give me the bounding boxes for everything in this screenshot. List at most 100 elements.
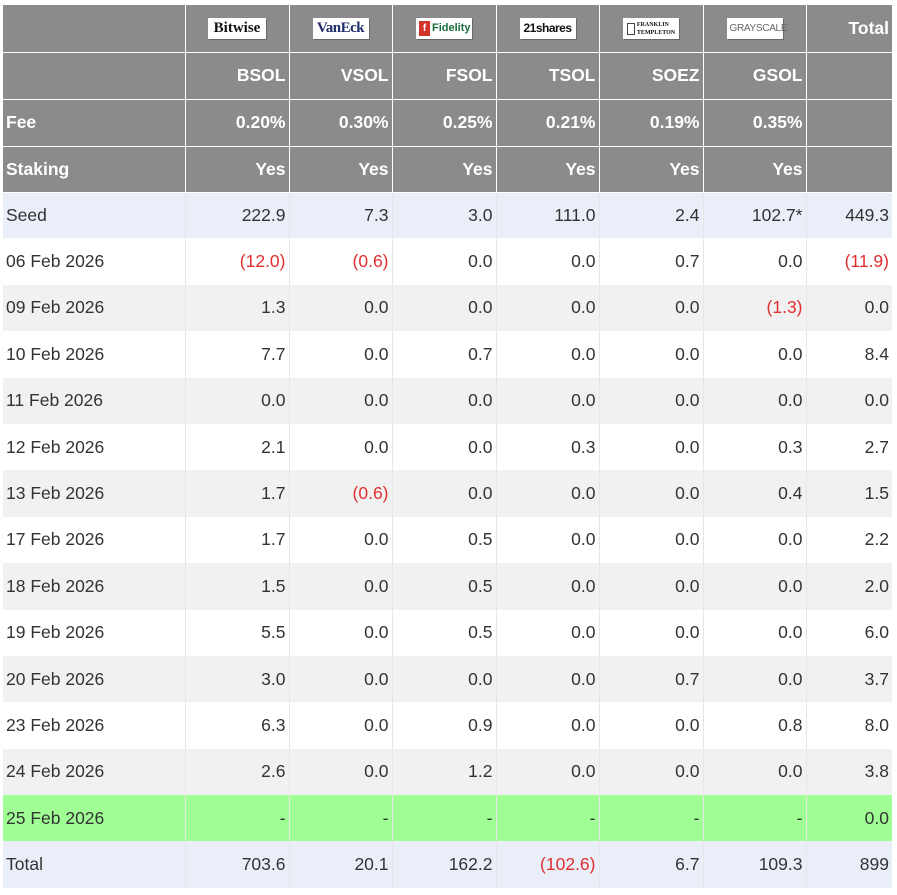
flow-cell: 6.7 <box>599 841 704 888</box>
flow-cell: 0.3 <box>703 423 807 471</box>
flow-cell: 0.0 <box>392 423 497 471</box>
issuer-logo-row: Bitwise VanEck f Fidelity 21shares FRANKL… <box>3 5 892 53</box>
flow-cell: 0.0 <box>703 516 807 564</box>
flow-cell: 0.4 <box>703 470 807 517</box>
flow-cell: 0.0 <box>496 516 600 564</box>
ticker-cell: GSOL <box>703 52 807 100</box>
franklin-logo-text: FRANKLIN TEMPLETON <box>637 21 675 37</box>
row-label: 23 Feb 2026 <box>3 702 186 749</box>
ticker-total-cell <box>806 52 892 100</box>
flow-cell: 0.0 <box>496 284 600 332</box>
staking-label: Staking <box>3 146 186 193</box>
row-total-cell: 8.4 <box>806 331 892 378</box>
issuer-logo-cell: GRAYSCALE <box>703 5 807 53</box>
row-label: Total <box>3 841 186 888</box>
row-label: 12 Feb 2026 <box>3 423 186 471</box>
staking-cell: Yes <box>289 146 393 193</box>
flow-cell: 0.0 <box>599 748 704 796</box>
flow-cell: 109.3 <box>703 841 807 888</box>
row-label: 18 Feb 2026 <box>3 563 186 610</box>
flow-cell: 0.9 <box>392 702 497 749</box>
flow-cell: 2.6 <box>185 748 290 796</box>
flow-cell: 0.0 <box>289 563 393 610</box>
table-row: 09 Feb 2026 1.3 0.0 0.0 0.0 0.0 (1.3) 0.0 <box>3 284 892 332</box>
fee-cell: 0.21% <box>496 99 600 147</box>
flow-cell: 20.1 <box>289 841 393 888</box>
flow-rows: Seed 222.9 7.3 3.0 111.0 2.4 102.7* 449.3 06 Feb… <box>3 192 892 888</box>
seed-row: Seed 222.9 7.3 3.0 111.0 2.4 102.7* 449.3 <box>3 192 892 239</box>
flow-cell: 0.0 <box>599 516 704 564</box>
flow-cell: 703.6 <box>185 841 290 888</box>
flow-cell: 0.0 <box>599 470 704 517</box>
flow-cell: 0.0 <box>496 563 600 610</box>
flow-cell: 0.5 <box>392 609 497 656</box>
fee-label: Fee <box>3 99 186 147</box>
row-label: 24 Feb 2026 <box>3 748 186 796</box>
fee-cell: 0.20% <box>185 99 290 147</box>
21shares-logo: 21shares <box>519 18 576 40</box>
flow-cell: 0.0 <box>289 284 393 332</box>
ticker-cell: SOEZ <box>599 52 704 100</box>
flow-cell: - <box>185 795 290 842</box>
row-label: 17 Feb 2026 <box>3 516 186 564</box>
table-row: 23 Feb 2026 6.3 0.0 0.9 0.0 0.0 0.8 8.0 <box>3 702 892 749</box>
flow-cell: 0.0 <box>496 238 600 285</box>
issuer-logo-cell: VanEck <box>289 5 393 53</box>
flow-cell: 0.0 <box>703 609 807 656</box>
flow-cell: 0.0 <box>599 331 704 378</box>
flow-cell: 0.0 <box>703 238 807 285</box>
staking-row: Staking Yes Yes Yes Yes Yes Yes <box>3 146 892 193</box>
flow-cell: 0.0 <box>703 748 807 796</box>
flow-cell: - <box>289 795 393 842</box>
franklin-logo-line2: TEMPLETON <box>636 30 676 37</box>
flow-cell: - <box>496 795 600 842</box>
issuer-logo-cell: f Fidelity <box>392 5 497 53</box>
fidelity-logo: f Fidelity <box>416 18 472 40</box>
fee-row: Fee 0.20% 0.30% 0.25% 0.21% 0.19% 0.35% <box>3 99 892 147</box>
flow-cell: 1.5 <box>185 563 290 610</box>
table-row: 11 Feb 2026 0.0 0.0 0.0 0.0 0.0 0.0 0.0 <box>3 377 892 424</box>
row-label: 10 Feb 2026 <box>3 331 186 378</box>
row-label: 20 Feb 2026 <box>3 655 186 703</box>
flow-cell: 0.5 <box>392 563 497 610</box>
table-row: 10 Feb 2026 7.7 0.0 0.7 0.0 0.0 0.0 8.4 <box>3 331 892 378</box>
flow-cell: 0.0 <box>703 655 807 703</box>
flow-cell: (0.6) <box>289 470 393 517</box>
issuer-logo-cell: FRANKLIN TEMPLETON <box>599 5 704 53</box>
flow-cell: 0.0 <box>289 423 393 471</box>
flow-cell: 7.3 <box>289 192 393 239</box>
row-total-cell: 6.0 <box>806 609 892 656</box>
flow-cell: 0.0 <box>599 609 704 656</box>
flow-cell: 0.3 <box>496 423 600 471</box>
fidelity-logo-text: Fidelity <box>432 22 471 35</box>
row-total-cell: 3.7 <box>806 655 892 703</box>
row-total-cell: 1.5 <box>806 470 892 517</box>
flow-cell: 6.3 <box>185 702 290 749</box>
flow-cell: 0.0 <box>496 377 600 424</box>
flow-cell: (0.6) <box>289 238 393 285</box>
flow-cell: 1.2 <box>392 748 497 796</box>
table-row: 13 Feb 2026 1.7 (0.6) 0.0 0.0 0.0 0.4 1.5 <box>3 470 892 517</box>
table-row: 17 Feb 2026 1.7 0.0 0.5 0.0 0.0 0.0 2.2 <box>3 516 892 564</box>
row-total-cell: 449.3 <box>806 192 892 239</box>
flow-cell: 0.0 <box>496 470 600 517</box>
flow-cell: 0.0 <box>599 284 704 332</box>
flow-cell: 0.0 <box>599 702 704 749</box>
flow-cell: 1.3 <box>185 284 290 332</box>
flow-cell: 0.0 <box>496 331 600 378</box>
total-header: Total <box>806 5 892 53</box>
row-total-cell: 2.0 <box>806 563 892 610</box>
staking-cell: Yes <box>703 146 807 193</box>
row-label: 06 Feb 2026 <box>3 238 186 285</box>
franklin-mark-icon <box>626 23 635 36</box>
ticker-label-cell <box>3 52 186 100</box>
flow-cell: 111.0 <box>496 192 600 239</box>
staking-cell: Yes <box>392 146 497 193</box>
table-row: 12 Feb 2026 2.1 0.0 0.0 0.3 0.0 0.3 2.7 <box>3 423 892 471</box>
row-total-cell: 0.0 <box>806 377 892 424</box>
flow-cell: 0.0 <box>392 284 497 332</box>
flow-cell: 1.7 <box>185 470 290 517</box>
ticker-row: BSOL VSOL FSOL TSOL SOEZ GSOL <box>3 52 892 100</box>
flow-cell: 0.0 <box>289 655 393 703</box>
sol-etf-flows-table: Bitwise VanEck f Fidelity 21shares FRANKL… <box>3 5 892 888</box>
